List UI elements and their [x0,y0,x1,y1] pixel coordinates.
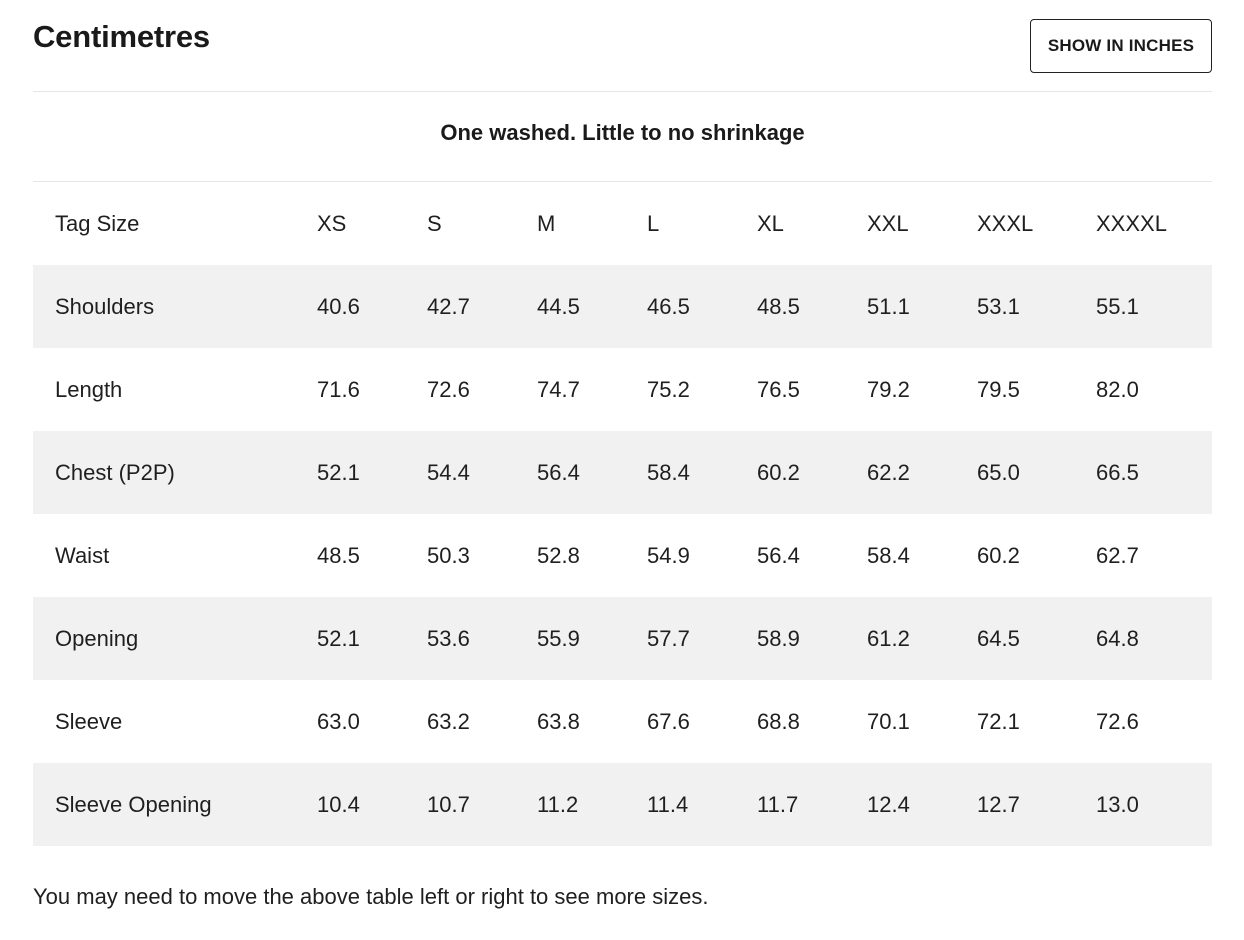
table-cell: 50.3 [427,542,470,568]
table-cell: 79.5 [977,376,1020,402]
divider [33,181,1212,182]
table-cell: 13.0 [1096,791,1139,817]
table-cell: 63.2 [427,708,470,734]
table-cell: 76.5 [757,376,800,402]
table-cell: 46.5 [647,293,690,319]
table-cell: 63.8 [537,708,580,734]
table-cell: 53.6 [427,625,470,651]
table-cell: 12.7 [977,791,1020,817]
table-cell: 54.4 [427,459,470,485]
table-cell: 64.5 [977,625,1020,651]
table-cell: 12.4 [867,791,910,817]
table-cell: 63.0 [317,708,360,734]
row-label: Sleeve [55,708,123,734]
table-cell: 54.9 [647,542,690,568]
table-cell: 67.6 [647,708,690,734]
table-cell: 74.7 [537,376,580,402]
scroll-hint-text: You may need to move the above table lef… [33,884,709,909]
table-cell: 70.1 [867,708,910,734]
table-row: Sleeve Opening 10.4 10.7 11.2 11.4 11.7 … [33,763,1212,846]
table-row: Waist 48.5 50.3 52.8 54.9 56.4 58.4 60.2… [33,514,1212,597]
table-cell: 11.2 [537,791,579,817]
show-in-inches-button[interactable]: SHOW IN INCHES [1030,19,1212,73]
table-cell: 72.6 [1096,708,1139,734]
table-header-row: Tag Size XS S M L XL XXL XXXL XXXXL [33,182,1212,265]
table-cell: 44.5 [537,293,580,319]
table-cell: 52.1 [317,625,360,651]
row-label: Chest (P2P) [55,459,175,485]
table-cell: 53.1 [977,293,1020,319]
table-cell: 55.9 [537,625,580,651]
table-cell: 57.7 [647,625,690,651]
table-cell: 68.8 [757,708,800,734]
table-row: Length 71.6 72.6 74.7 75.2 76.5 79.2 79.… [33,348,1212,431]
table-cell: 10.7 [427,791,470,817]
column-header: XXL [867,210,909,236]
table-cell: 82.0 [1096,376,1139,402]
table-cell: 60.2 [757,459,800,485]
row-label: Waist [55,542,110,568]
table-cell: 11.4 [647,791,689,817]
table-cell: 60.2 [977,542,1020,568]
row-label: Sleeve Opening [55,791,212,817]
table-row: Shoulders 40.6 42.7 44.5 46.5 48.5 51.1 … [33,265,1212,348]
table-cell: 48.5 [757,293,800,319]
column-header: Tag Size [55,210,140,236]
column-header: S [427,210,442,236]
table-cell: 75.2 [647,376,690,402]
table-cell: 56.4 [757,542,800,568]
row-label: Shoulders [55,293,155,319]
size-chart-table[interactable]: Tag Size XS S M L XL XXL XXXL XXXXL Shou… [33,182,1212,846]
table-cell: 72.6 [427,376,470,402]
page-title: Centimetres [33,19,210,54]
table-cell: 52.8 [537,542,580,568]
table-cell: 42.7 [427,293,470,319]
table-cell: 61.2 [867,625,910,651]
table-row: Chest (P2P) 52.1 54.4 56.4 58.4 60.2 62.… [33,431,1212,514]
table-cell: 56.4 [537,459,580,485]
table-cell: 48.5 [317,542,360,568]
column-header: M [537,210,556,236]
table-cell: 64.8 [1096,625,1139,651]
table-row: Opening 52.1 53.6 55.9 57.7 58.9 61.2 64… [33,597,1212,680]
table-cell: 58.4 [867,542,910,568]
table-cell: 10.4 [317,791,360,817]
table-cell: 65.0 [977,459,1020,485]
table-cell: 79.2 [867,376,910,402]
table-cell: 11.7 [757,791,799,817]
column-header: XXXXL [1096,210,1167,236]
table-cell: 55.1 [1096,293,1139,319]
table-cell: 72.1 [977,708,1020,734]
table-cell: 62.7 [1096,542,1139,568]
divider [33,91,1212,92]
table-cell: 71.6 [317,376,360,402]
table-cell: 40.6 [317,293,360,319]
row-label: Opening [55,625,139,651]
table-cell: 62.2 [867,459,910,485]
table-cell: 58.4 [647,459,690,485]
table-row: Sleeve 63.0 63.2 63.8 67.6 68.8 70.1 72.… [33,680,1212,763]
column-header: XXXL [977,210,1034,236]
table-caption: One washed. Little to no shrinkage [440,120,805,145]
column-header: XL [757,210,784,236]
column-header: XS [317,210,347,236]
column-header: L [647,210,660,236]
table-cell: 58.9 [757,625,800,651]
row-label: Length [55,376,123,402]
table-cell: 52.1 [317,459,360,485]
table-cell: 51.1 [867,293,910,319]
table-cell: 66.5 [1096,459,1139,485]
